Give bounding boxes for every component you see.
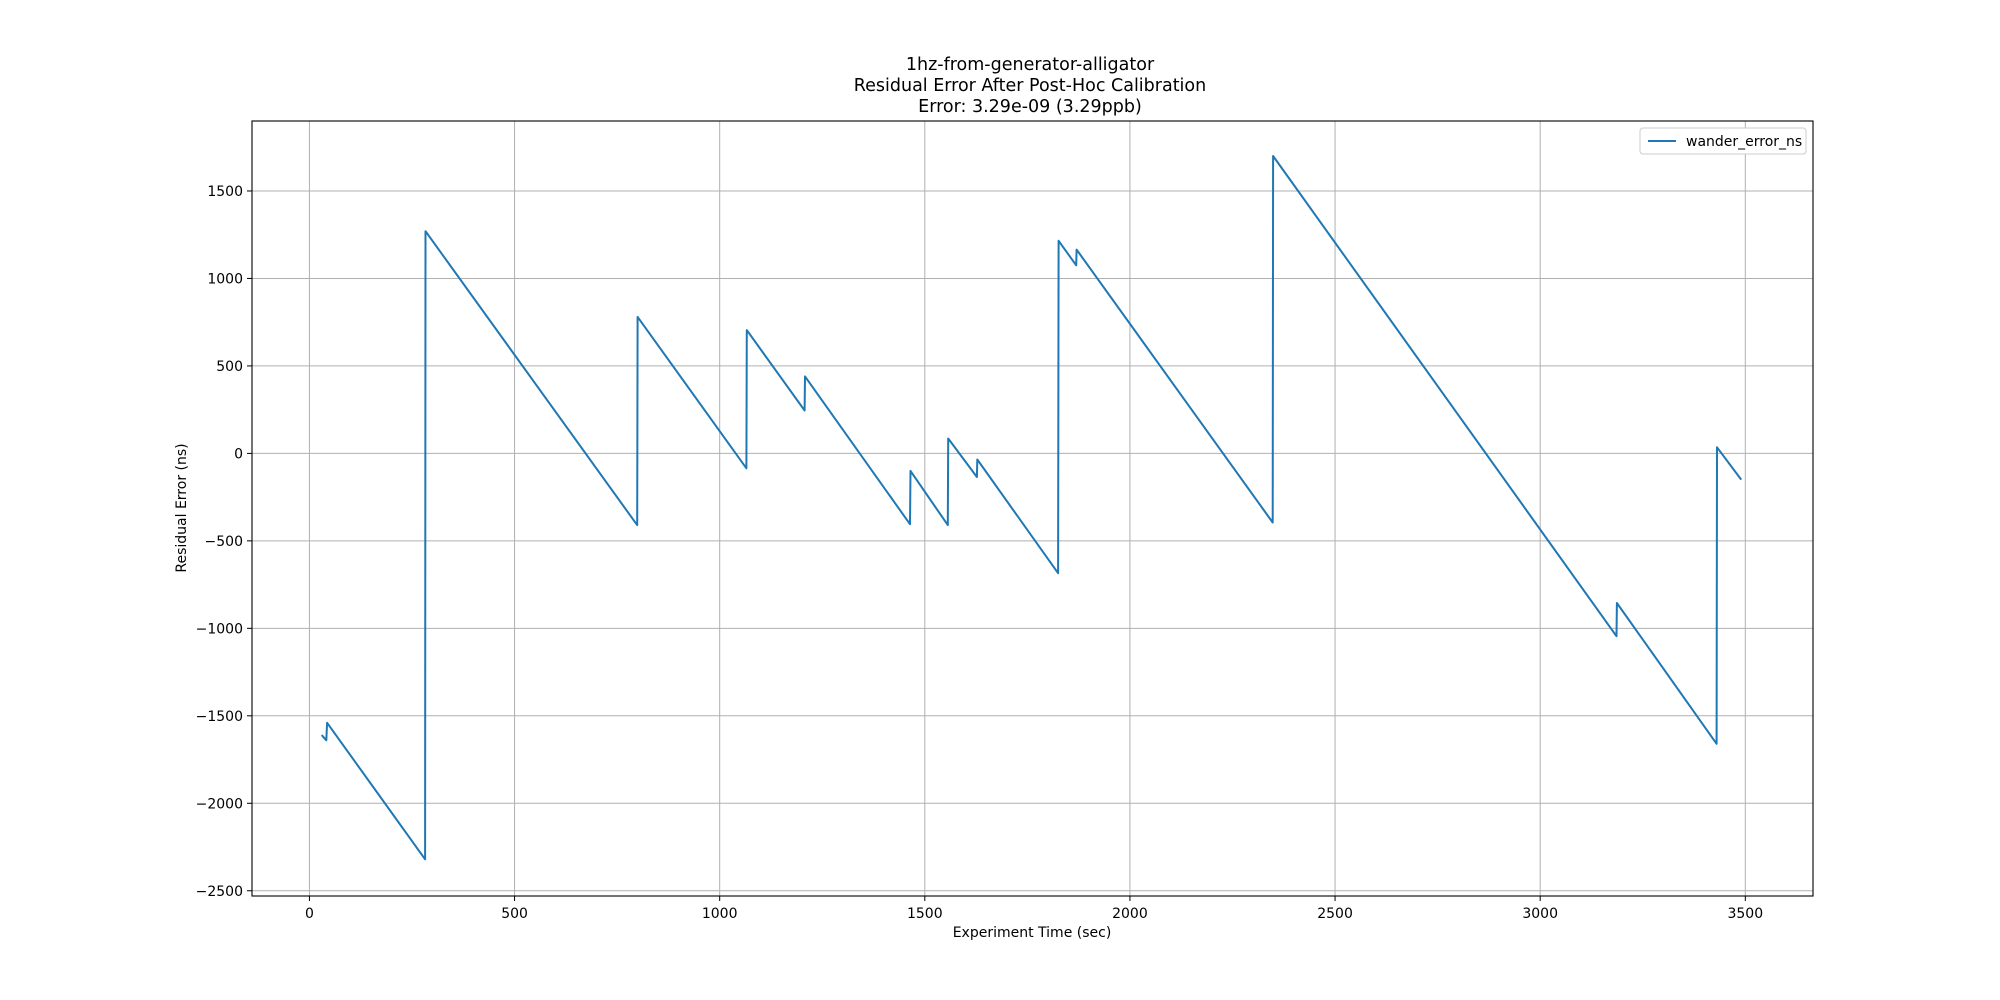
series-line	[320, 155, 1743, 861]
x-tick-label: 1500	[907, 906, 943, 922]
legend-box	[1639, 127, 1807, 155]
legend: wander_error_ns	[1639, 127, 1807, 155]
grid	[252, 121, 1813, 896]
chart-subtitle: Residual Error After Post-Hoc Calibratio…	[854, 76, 1206, 96]
y-tick-label: −1000	[196, 621, 243, 637]
x-tick-label: 3000	[1522, 906, 1558, 922]
x-tick-label: 2000	[1112, 906, 1148, 922]
x-tick-label: 0	[305, 906, 314, 922]
chart-title: 1hz-from-generator-alligator	[906, 55, 1155, 75]
plot-area	[320, 155, 1743, 861]
y-tick-label: 1500	[207, 184, 243, 200]
y-tick-label: −500	[205, 534, 243, 550]
plot-frame	[251, 120, 1814, 897]
y-tick-label: 500	[216, 359, 243, 375]
x-tick-label: 1000	[702, 906, 738, 922]
y-axis-label: Residual Error (ns)	[174, 443, 190, 572]
y-tick-label: −2500	[196, 884, 243, 900]
y-tick-label: −2000	[196, 796, 243, 812]
legend-label: wander_error_ns	[1686, 134, 1802, 150]
x-tick-label: 500	[501, 906, 528, 922]
x-tick-label: 3500	[1727, 906, 1763, 922]
y-tick-label: 1000	[207, 271, 243, 287]
axis-ticks: 0 500 1000 1500 2000 2500 3000 3500 −2500 −2000 −1…	[196, 184, 1763, 922]
x-axis-label: Experiment Time (sec)	[953, 925, 1112, 941]
chart-error-text: Error: 3.29e-09 (3.29ppb)	[918, 97, 1142, 117]
x-tick-label: 2500	[1317, 906, 1353, 922]
y-tick-label: −1500	[196, 709, 243, 725]
y-tick-label: 0	[234, 446, 243, 462]
